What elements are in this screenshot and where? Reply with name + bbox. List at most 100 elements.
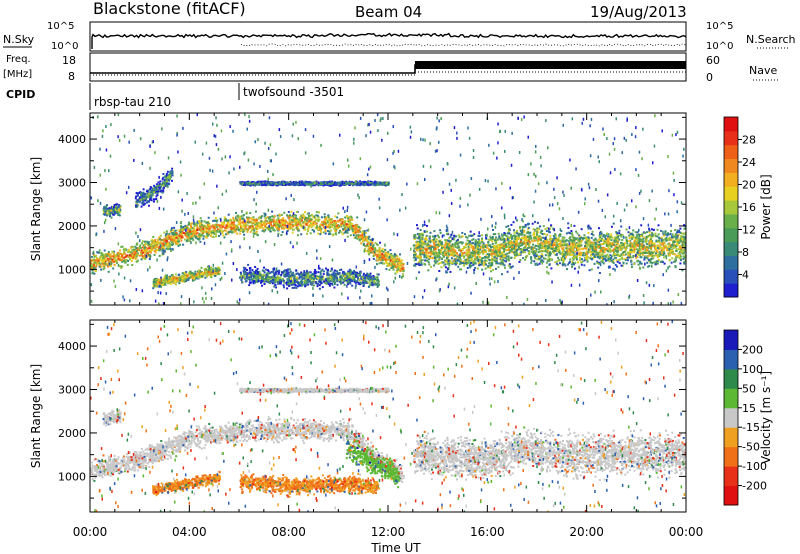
data-cell-band-5: [546, 227, 549, 230]
data-cell-band-2: [341, 274, 344, 277]
data-cell-band-0: [382, 250, 385, 253]
data-cell-band-2: [272, 279, 275, 281]
data-cell-band-0: [220, 221, 223, 224]
data-cell-band-2: [368, 273, 370, 276]
data-cell-band-0: [330, 223, 333, 226]
data-cell-band-0: [370, 251, 373, 254]
data-cell-band-2: [257, 271, 259, 274]
data-cell-band-0: [401, 273, 404, 276]
data-cell-band-0: [229, 218, 232, 221]
data-cell-band-2: [244, 280, 247, 283]
data-cell-band-4: [113, 204, 116, 206]
data-cell-band-2: [273, 285, 276, 288]
data-cell-band-0: [266, 216, 269, 219]
data-cell-band-0: [174, 235, 176, 237]
data-cell-band-5: [415, 263, 418, 266]
data-cell-band-5: [660, 254, 663, 256]
data-cell-band-0: [161, 239, 164, 242]
data-cell-band-4: [110, 207, 113, 210]
data-cell-band-0: [155, 241, 158, 243]
data-cell-band-0: [216, 223, 219, 226]
data-cell-band-0: [282, 224, 284, 227]
data-cell-band-2: [363, 283, 366, 286]
data-cell-band-0: [103, 249, 106, 252]
data-cell-band-0: [149, 256, 152, 259]
data-cell-band-5: [481, 249, 484, 252]
data-cell-band-0: [104, 258, 107, 261]
data-cell-band-1: [197, 276, 200, 279]
data-cell-band-1: [195, 273, 198, 276]
data-cell-band-2: [303, 281, 306, 284]
data-cell-band-5: [473, 269, 476, 271]
data-cell-band-2: [338, 279, 341, 282]
data-cell-band-1: [174, 283, 177, 286]
data-cell-band-2: [373, 281, 376, 284]
data-cell-band-0: [237, 221, 240, 224]
data-cell-band-0: [187, 237, 190, 239]
data-cell-band-0: [126, 263, 129, 266]
data-cell-band-0: [219, 226, 222, 229]
data-cell-band-0: [165, 247, 168, 250]
data-cell-band-5: [448, 241, 451, 244]
data-cell-band-2: [272, 270, 275, 273]
data-cell-band-0: [310, 225, 313, 228]
data-cell-band-0: [294, 214, 296, 217]
data-cell-band-2: [291, 281, 294, 284]
data-cell-band-0: [120, 253, 122, 256]
data-cell-band-0: [109, 257, 112, 260]
data-cell-band-0: [167, 243, 170, 246]
data-cell-band-0: [181, 236, 184, 239]
data-cell-band-5: [532, 228, 535, 231]
data-cell-band-3: [148, 204, 150, 207]
data-cell-band-4: [106, 212, 109, 215]
data-cell-band-0: [100, 268, 103, 271]
data-cell-band-1: [165, 280, 168, 283]
data-cell-band-5: [448, 264, 451, 267]
data-cell-band-5: [645, 231, 648, 234]
data-cell-band-5: [554, 233, 557, 236]
data-cell-band-3: [152, 200, 155, 203]
data-cell-band-5: [616, 265, 618, 268]
data-cell-band-5: [435, 250, 438, 253]
data-cell-band-0: [123, 252, 126, 255]
data-cell-band-2: [352, 273, 355, 276]
data-cell-band-1: [153, 278, 156, 281]
data-cell-band-5: [626, 242, 629, 245]
data-cell-band-1: [177, 277, 180, 280]
data-cell-band-0: [331, 225, 334, 228]
data-cell-band-2: [277, 277, 280, 280]
data-cell-band-0: [227, 225, 230, 228]
data-cell-band-5: [592, 256, 595, 259]
data-cell-band-0: [326, 226, 329, 228]
data-cell-band-2: [269, 272, 272, 275]
data-cell-band-0: [318, 219, 321, 221]
data-cell-band-2: [314, 275, 317, 278]
data-cell-band-0: [253, 218, 256, 221]
data-cells: [90, 113, 686, 305]
data-cell-band-5: [612, 244, 615, 247]
data-cell-band-2: [274, 278, 277, 281]
data-cell-band-0: [395, 264, 397, 267]
data-cell-band-0: [334, 230, 337, 233]
data-cell-band-0: [367, 250, 370, 253]
data-cell-band-1: [170, 279, 173, 282]
data-cell-band-0: [169, 247, 172, 250]
data-cell-band-0: [206, 235, 209, 238]
data-cell-band-5: [541, 259, 543, 262]
data-cell-band-0: [294, 217, 297, 220]
data-cell-band-5: [684, 233, 686, 236]
data-cell-band-0: [396, 259, 399, 262]
data-cell-band-0: [128, 254, 131, 257]
data-cell-band-0: [390, 267, 393, 270]
data-cell-band-5: [533, 260, 536, 263]
data-cell-band-2: [376, 273, 379, 276]
data-cell-band-2: [252, 277, 255, 280]
data-cell-band-0: [287, 228, 290, 231]
data-cell-band-0: [208, 227, 211, 230]
data-cell-band-0: [312, 220, 315, 223]
data-cell-band-3: [150, 189, 153, 192]
data-cell-band-0: [108, 257, 111, 260]
data-cell-band-0: [351, 223, 354, 225]
data-cell-band-0: [296, 218, 299, 221]
data-cell-band-0: [260, 226, 263, 229]
